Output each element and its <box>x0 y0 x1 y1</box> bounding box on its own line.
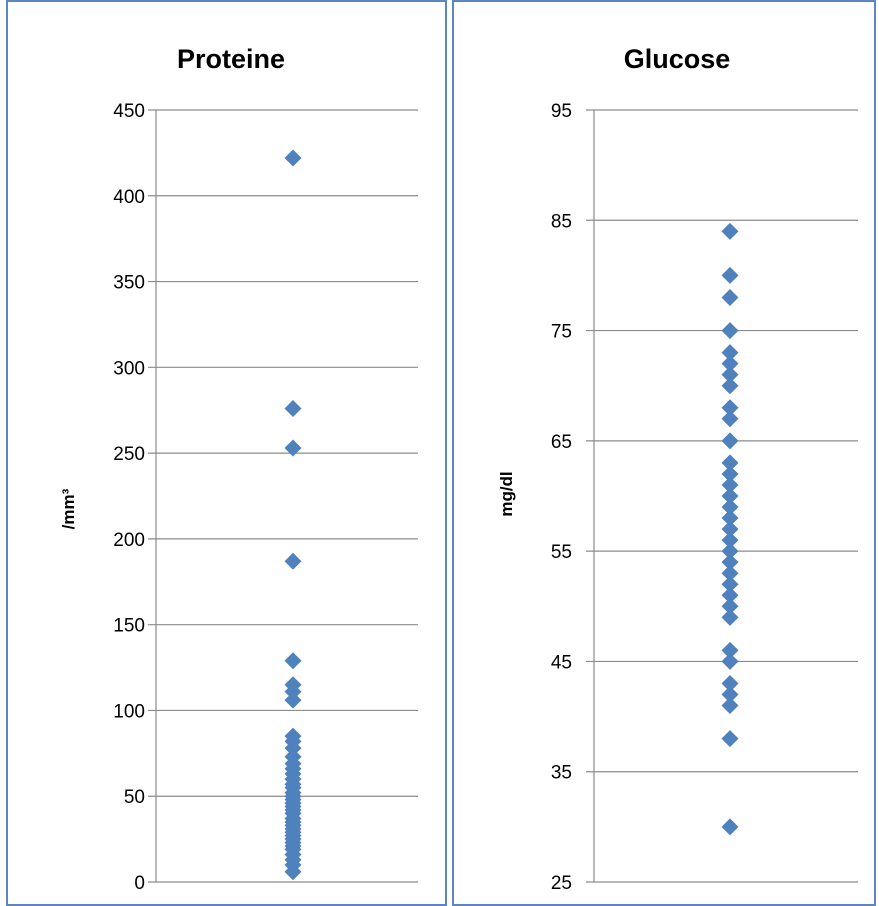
glucose-data-point <box>721 288 739 306</box>
glucose-data-point <box>721 818 739 836</box>
glucose-data-point <box>721 652 739 670</box>
proteine-y-tick-label: 250 <box>113 444 145 465</box>
glucose-data-point <box>721 597 739 615</box>
glucose-data-point <box>721 487 739 505</box>
glucose-data-point <box>721 377 739 395</box>
proteine-chart: Proteine /mm³ 0 50 100 150 200 250 300 350 400 45… <box>59 44 418 894</box>
glucose-y-axis-label: mg/dl <box>497 471 516 516</box>
glucose-data-point <box>721 730 739 748</box>
glucose-data-point <box>721 399 739 417</box>
glucose-data-point <box>721 641 739 659</box>
glucose-data-point <box>721 509 739 527</box>
proteine-data-point <box>284 739 302 757</box>
glucose-data-point <box>721 575 739 593</box>
proteine-y-tick-label: 200 <box>113 530 145 551</box>
proteine-data-point <box>284 149 302 167</box>
glucose-data-point <box>721 355 739 373</box>
proteine-chart-panel: Proteine /mm³ 0 50 100 150 200 250 300 350 400 45… <box>6 0 447 906</box>
glucose-y-tick-label: 35 <box>551 763 572 784</box>
glucose-y-tick-label: 25 <box>551 873 572 894</box>
proteine-data-point <box>284 439 302 457</box>
glucose-data-point <box>721 542 739 560</box>
glucose-data-point <box>721 686 739 704</box>
glucose-data-point <box>721 266 739 284</box>
proteine-y-tick-label: 50 <box>124 787 145 808</box>
proteine-data-point <box>284 863 302 881</box>
glucose-data-point <box>721 344 739 362</box>
glucose-chart: Glucose mg/dl 25 35 45 55 65 75 85 95 <box>497 44 858 894</box>
proteine-data-point <box>284 552 302 570</box>
proteine-y-axis-label: /mm³ <box>59 488 78 529</box>
glucose-data-point <box>721 697 739 715</box>
glucose-y-tick-label: 45 <box>551 652 572 673</box>
proteine-y-tick-label: 150 <box>113 616 145 637</box>
proteine-chart-title: Proteine <box>177 44 285 74</box>
proteine-y-tick-label: 0 <box>134 873 145 894</box>
proteine-data-point <box>284 400 302 418</box>
glucose-data-point <box>721 586 739 604</box>
proteine-data-point <box>284 683 302 701</box>
glucose-data-point <box>721 432 739 450</box>
glucose-data-point <box>721 498 739 516</box>
glucose-data-point <box>721 564 739 582</box>
glucose-data-point <box>721 476 739 494</box>
glucose-y-tick-label: 95 <box>551 101 572 122</box>
proteine-y-tick-label: 100 <box>113 701 145 722</box>
glucose-data-point <box>721 608 739 626</box>
glucose-data-point <box>721 674 739 692</box>
glucose-data-point <box>721 531 739 549</box>
glucose-data-point <box>721 366 739 384</box>
glucose-data-point <box>721 410 739 428</box>
glucose-data-point <box>721 222 739 240</box>
proteine-y-tick-label: 300 <box>113 358 145 379</box>
glucose-data-point <box>721 553 739 571</box>
glucose-data-point <box>721 520 739 538</box>
glucose-y-tick-label: 85 <box>551 211 572 232</box>
proteine-y-tick-label: 400 <box>113 187 145 208</box>
proteine-data-point <box>284 652 302 670</box>
glucose-y-tick-label: 75 <box>551 322 572 343</box>
proteine-y-tick-label: 350 <box>113 273 145 294</box>
glucose-data-point <box>721 454 739 472</box>
glucose-y-tick-label: 55 <box>551 542 572 563</box>
glucose-data-point <box>721 322 739 340</box>
glucose-data-point <box>721 465 739 483</box>
glucose-chart-title: Glucose <box>624 44 731 74</box>
proteine-data-point <box>284 691 302 709</box>
glucose-chart-panel: Glucose mg/dl 25 35 45 55 65 75 85 95 <box>452 0 876 906</box>
proteine-y-tick-label: 450 <box>113 101 145 122</box>
glucose-y-tick-label: 65 <box>551 432 572 453</box>
